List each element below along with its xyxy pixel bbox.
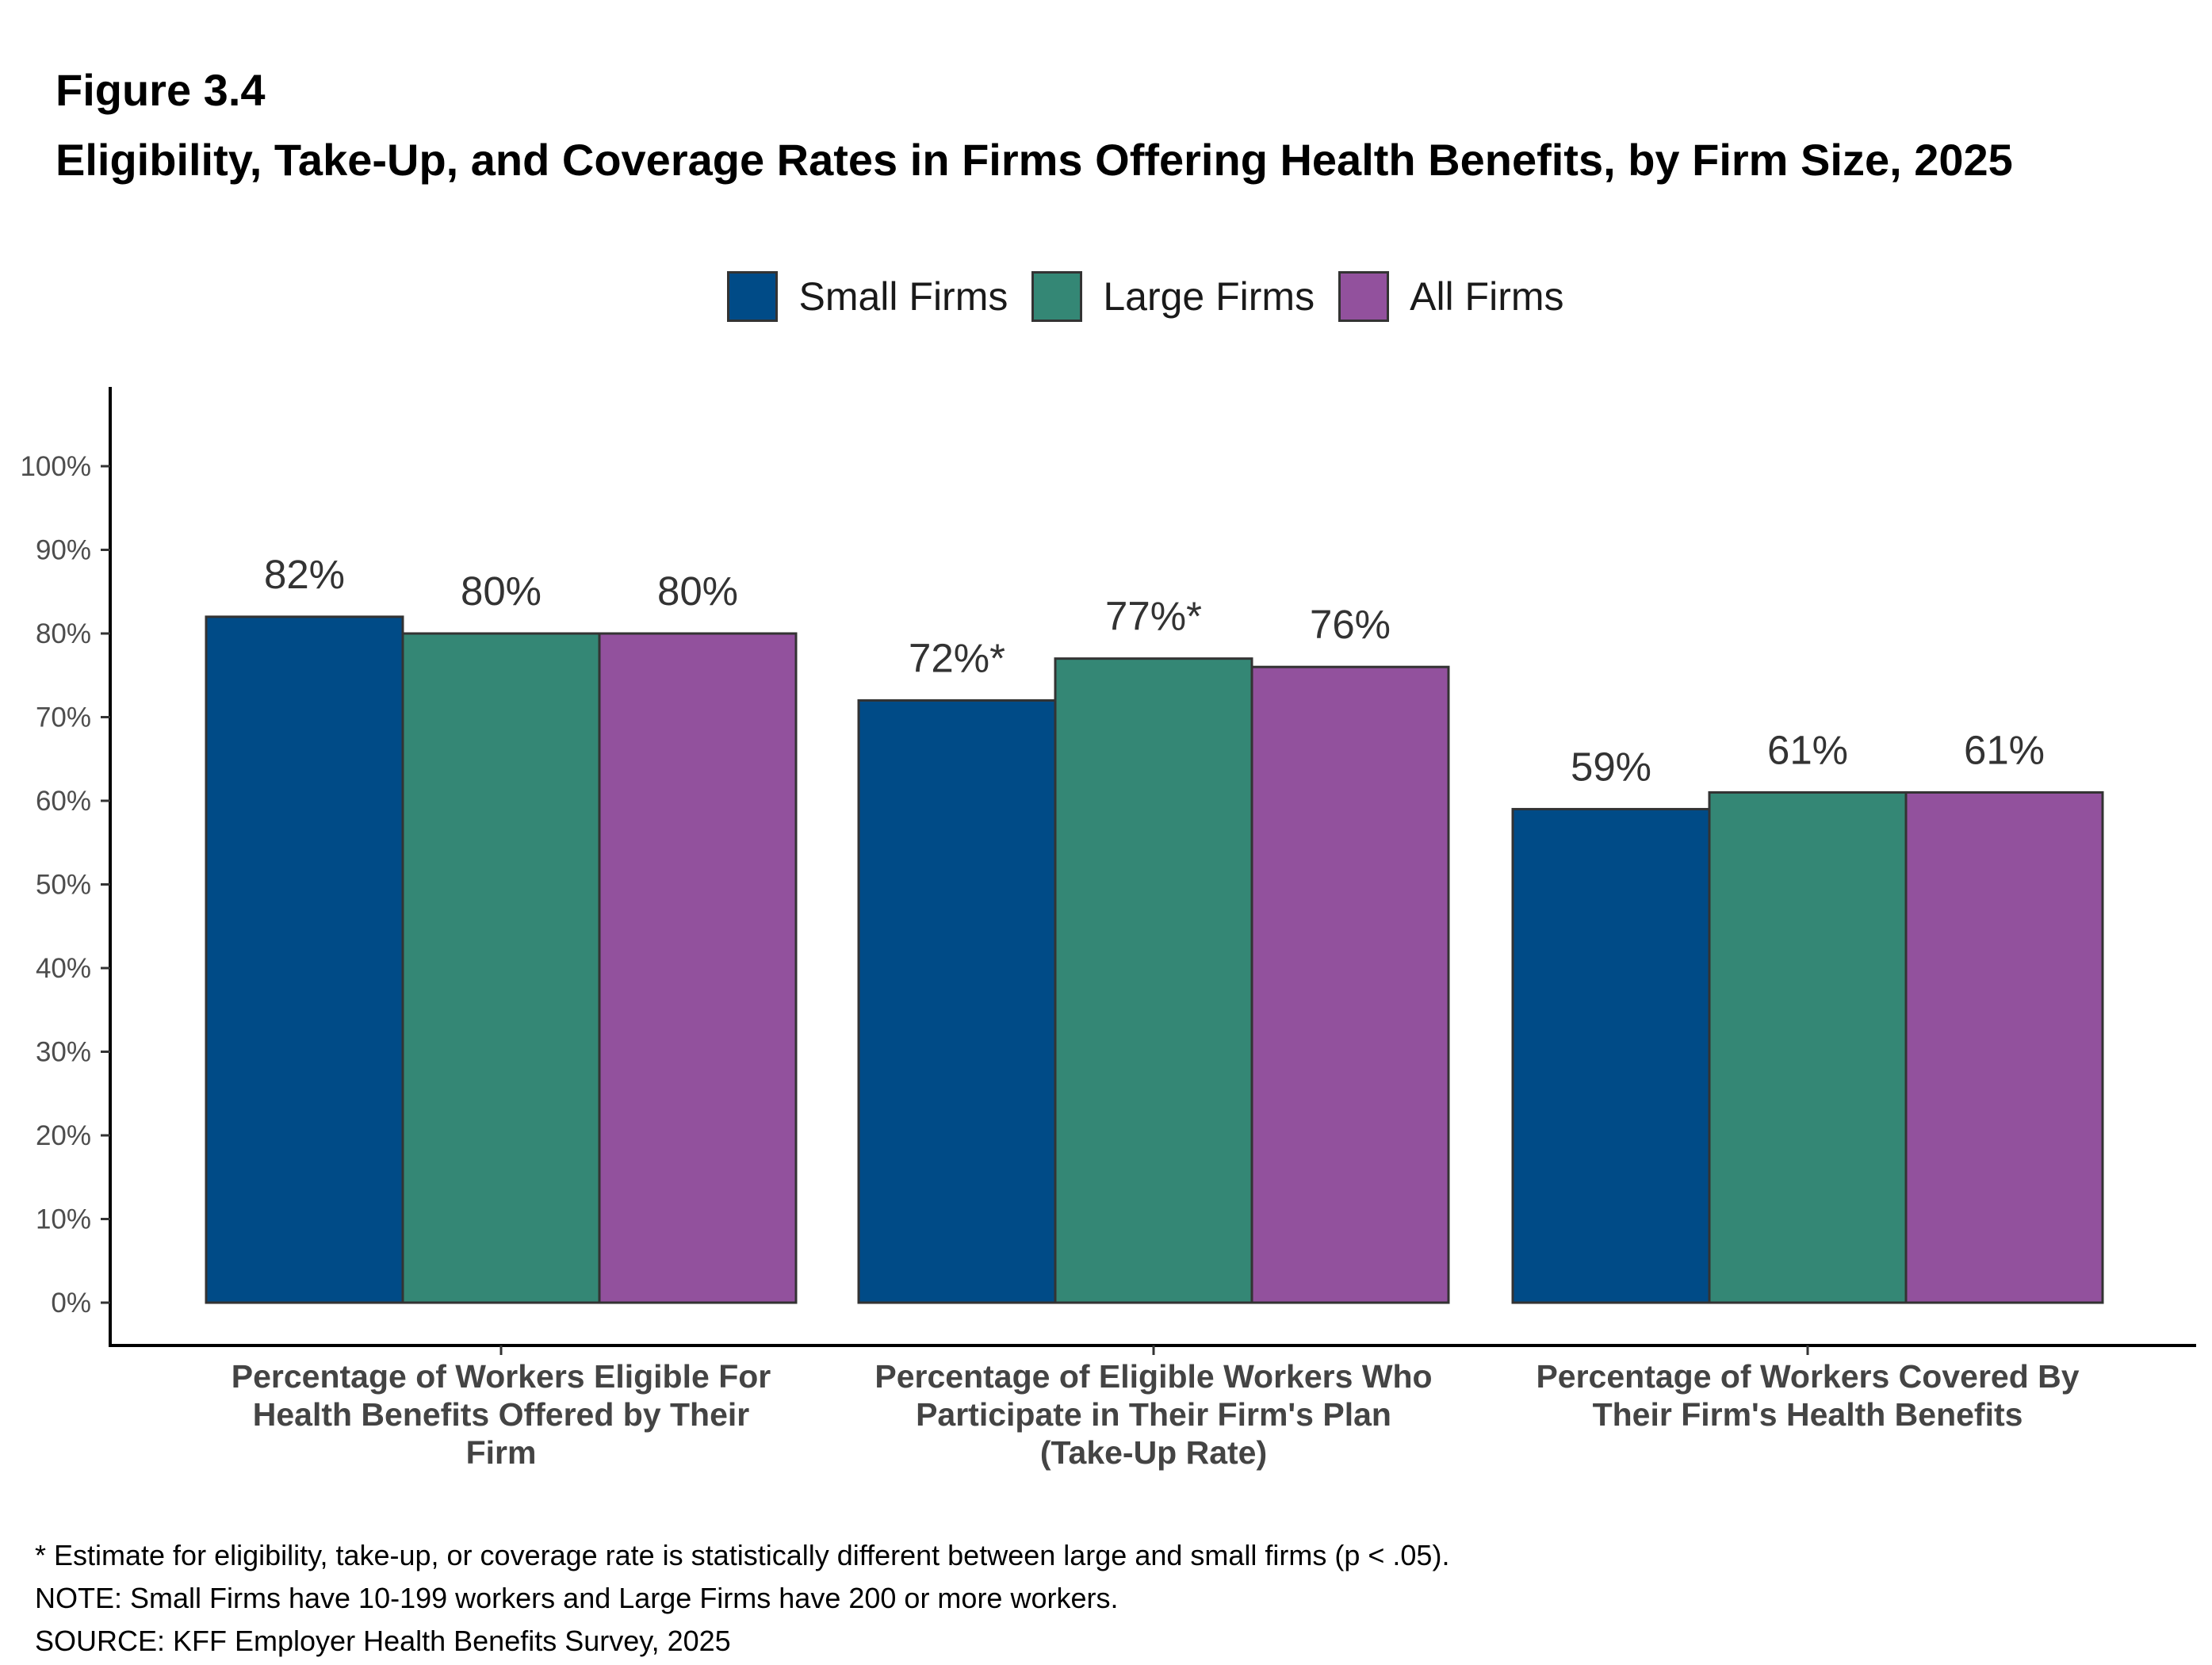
y-tick-label: 60% — [36, 786, 91, 817]
bar — [205, 615, 404, 1304]
bar-chart: 0% 10% 20% 30% 40% 50% 60% 70% 80% 90% 100% 82% 80% 8… — [20, 387, 2196, 1471]
y-tick-label: 10% — [36, 1204, 91, 1235]
data-label: 61% — [1767, 727, 1848, 772]
bar — [1708, 790, 1908, 1304]
bar — [401, 632, 601, 1304]
x-category-label: Percentage of Eligible Workers Who — [874, 1358, 1432, 1395]
y-tick-label: 100% — [20, 451, 91, 482]
y-tick-label: 30% — [36, 1037, 91, 1068]
legend-swatch — [727, 271, 779, 322]
x-category-label: Firm — [466, 1434, 537, 1471]
legend-item: All Firms — [1338, 271, 1564, 322]
legend-label: Large Firms — [1103, 274, 1315, 319]
footnote-note: NOTE: Small Firms have 10-199 workers an… — [35, 1582, 1119, 1614]
data-label: 80% — [461, 568, 542, 614]
data-label: 80% — [657, 568, 738, 614]
x-category-label: Percentage of Workers Covered By — [1536, 1358, 2079, 1395]
x-category-label: Their Firm's Health Benefits — [1593, 1396, 2023, 1433]
x-category-label: (Take-Up Rate) — [1040, 1434, 1267, 1471]
bar — [1511, 808, 1711, 1304]
data-label: 61% — [1964, 727, 2045, 772]
x-category-label: Percentage of Workers Eligible For — [232, 1358, 771, 1395]
footnote-source: SOURCE: KFF Employer Health Benefits Sur… — [35, 1625, 731, 1657]
legend-item: Large Firms — [1031, 271, 1315, 322]
data-label: 76% — [1310, 602, 1391, 647]
x-category-label: Participate in Their Firm's Plan — [916, 1396, 1391, 1433]
data-label: 77%* — [1105, 594, 1202, 639]
y-tick-label: 50% — [36, 870, 91, 901]
y-tick-label: 80% — [36, 618, 91, 649]
y-tick-label: 40% — [36, 953, 91, 984]
legend-swatch — [1031, 271, 1083, 322]
figure-label: Figure 3.4 — [55, 65, 266, 115]
data-label: 59% — [1571, 744, 1651, 790]
legend: Small Firms Large Firms All Firms — [40, 271, 2212, 322]
legend-label: All Firms — [1410, 274, 1564, 319]
data-label: 72%* — [909, 635, 1005, 680]
y-tick-label: 20% — [36, 1120, 91, 1151]
footnote-significance: * Estimate for eligibility, take-up, or … — [35, 1539, 1450, 1571]
chart-title: Eligibility, Take-Up, and Coverage Rates… — [55, 135, 2013, 185]
y-tick-label: 0% — [51, 1288, 91, 1319]
legend-swatch — [1338, 271, 1390, 322]
bar — [598, 632, 798, 1304]
bar — [1904, 790, 2104, 1304]
bar — [857, 699, 1057, 1304]
y-tick-label: 90% — [36, 535, 91, 566]
bar — [1054, 657, 1253, 1304]
legend-item: Small Firms — [727, 271, 1008, 322]
data-label: 82% — [264, 552, 345, 597]
notes: * Estimate for eligibility, take-up, or … — [35, 1534, 1449, 1663]
x-category-label: Health Benefits Offered by Their — [253, 1396, 750, 1433]
y-tick-label: 70% — [36, 702, 91, 733]
bar — [1250, 665, 1450, 1304]
legend-label: Small Firms — [798, 274, 1008, 319]
